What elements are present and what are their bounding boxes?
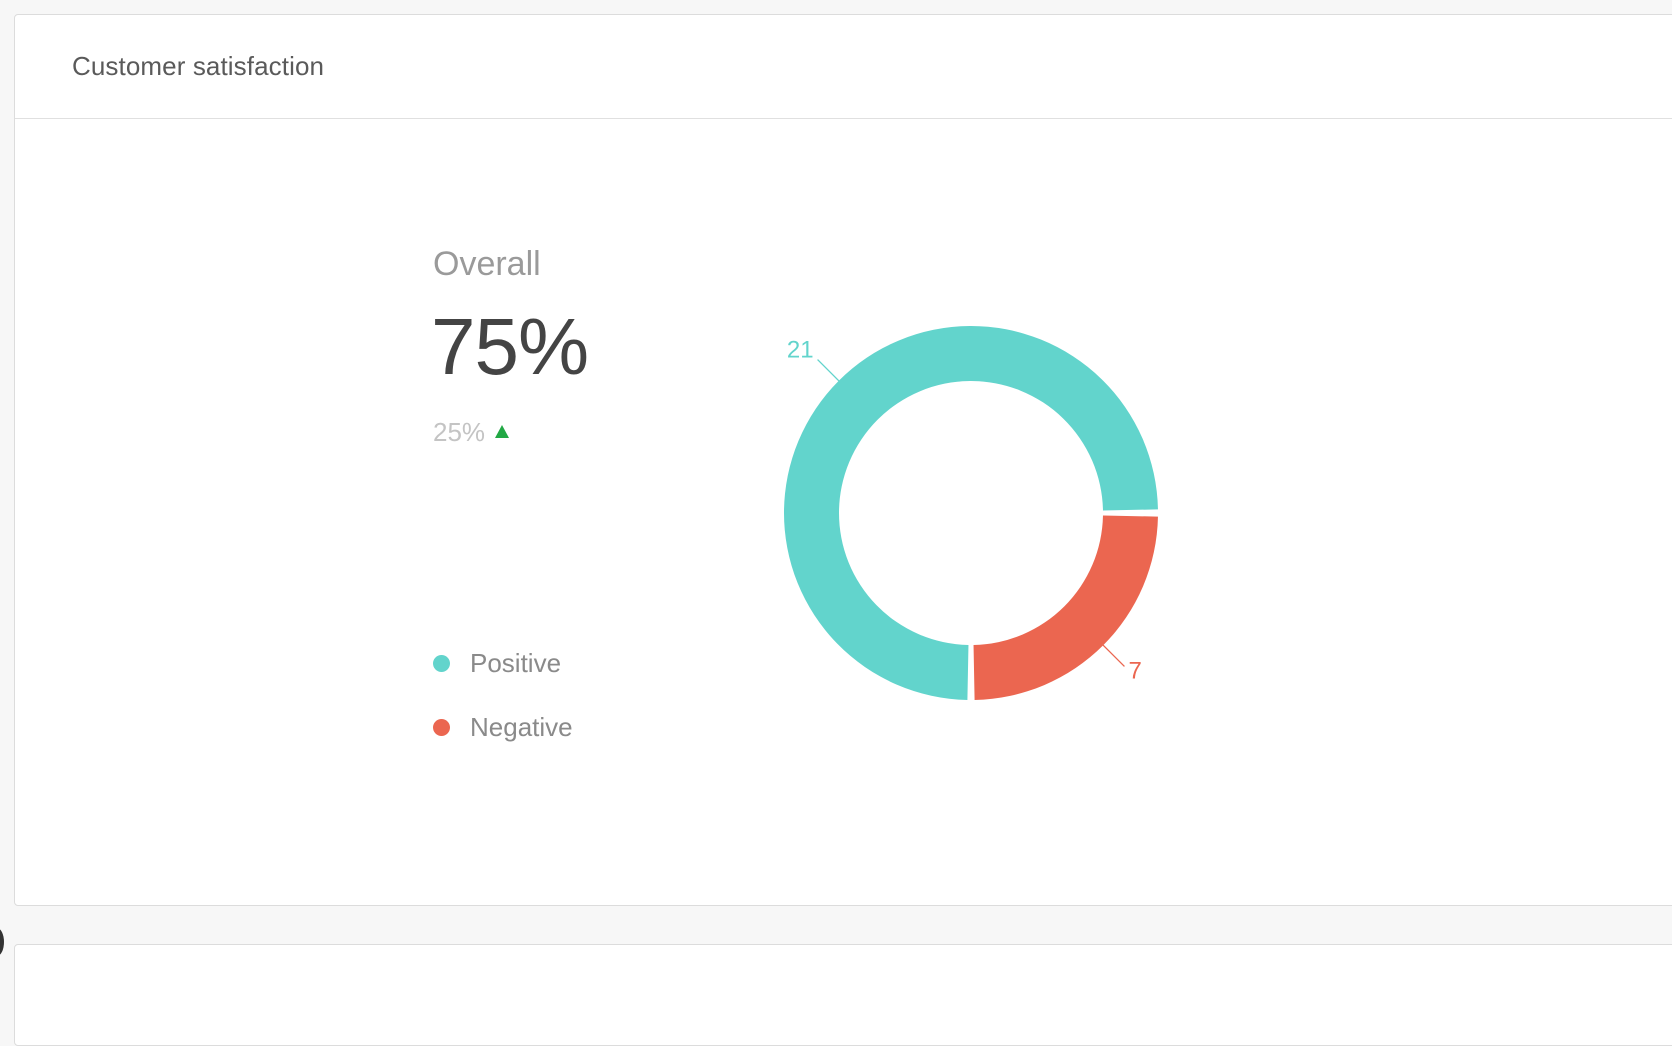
chart-legend: Positive Negative (433, 647, 573, 775)
legend-label-negative: Negative (470, 711, 573, 742)
corner-handle (0, 928, 4, 956)
legend-item-negative[interactable]: Negative (433, 711, 573, 743)
card-header: Customer satisfaction (15, 15, 1672, 119)
legend-item-positive[interactable]: Positive (433, 647, 573, 679)
data-label-negative: 7 (1128, 657, 1141, 684)
leader-line-negative (1099, 641, 1125, 667)
data-label-positive: 21 (787, 337, 814, 364)
customer-satisfaction-card: Customer satisfaction Overall 75% 25% Po… (14, 14, 1672, 906)
arrow-up-icon (495, 425, 510, 438)
legend-swatch-positive (433, 654, 450, 672)
donut-slice-negative[interactable] (973, 515, 1158, 700)
next-card (14, 944, 1672, 1046)
change-indicator: 25% (433, 417, 510, 448)
legend-swatch-negative (433, 718, 450, 736)
donut-chart: 7 21 (784, 326, 1158, 700)
change-value: 25% (433, 417, 486, 447)
legend-label-positive: Positive (470, 647, 562, 678)
leader-line-positive (817, 359, 843, 385)
overall-value: 75% (431, 302, 589, 391)
card-title: Customer satisfaction (72, 51, 325, 81)
donut-slice-positive[interactable] (784, 326, 1158, 700)
overall-label: Overall (433, 245, 541, 283)
